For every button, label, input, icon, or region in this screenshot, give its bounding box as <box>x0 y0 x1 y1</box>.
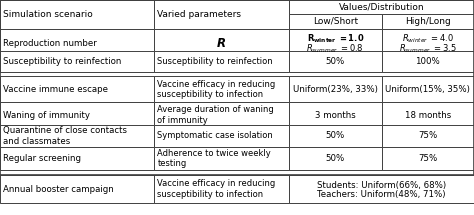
Bar <box>154 51 289 72</box>
Text: Students: Uniform(66%, 68%): Students: Uniform(66%, 68%) <box>317 181 446 189</box>
Text: 75%: 75% <box>418 132 438 140</box>
Bar <box>289 14 382 29</box>
Bar <box>154 125 289 147</box>
Bar <box>289 29 382 58</box>
Bar <box>289 0 474 14</box>
Bar <box>289 51 382 72</box>
Bar <box>289 175 474 203</box>
Bar <box>0 76 154 102</box>
Text: Symptomatic case isolation: Symptomatic case isolation <box>157 132 273 140</box>
Bar <box>0 175 154 203</box>
Text: $R_{summer}$ $= 3.5$: $R_{summer}$ $= 3.5$ <box>399 43 456 55</box>
Bar <box>0 147 154 170</box>
Text: Adherence to twice weekly
testing: Adherence to twice weekly testing <box>157 149 271 168</box>
Text: 50%: 50% <box>326 154 345 163</box>
Text: Teachers: Uniform(48%, 71%): Teachers: Uniform(48%, 71%) <box>317 190 446 199</box>
Bar <box>154 76 289 102</box>
Text: Vaccine efficacy in reducing
susceptibility to infection: Vaccine efficacy in reducing susceptibil… <box>157 180 275 199</box>
Text: High/Long: High/Long <box>405 17 451 26</box>
Text: Waning of immunity: Waning of immunity <box>3 111 91 120</box>
Bar <box>289 76 382 102</box>
Bar <box>382 14 474 29</box>
Text: $\mathbf{R_{winter}}$ $\mathbf{= 1.0}$: $\mathbf{R_{winter}}$ $\mathbf{= 1.0}$ <box>307 32 364 45</box>
Bar <box>382 102 474 128</box>
Text: Average duration of waning
of immunity: Average duration of waning of immunity <box>157 105 274 125</box>
Text: 3 months: 3 months <box>315 111 356 120</box>
Text: Values/Distribution: Values/Distribution <box>339 2 424 11</box>
Bar <box>382 125 474 147</box>
Bar <box>154 29 289 58</box>
Text: Simulation scenario: Simulation scenario <box>3 10 93 19</box>
Bar <box>154 0 289 29</box>
Text: Vaccine immune escape: Vaccine immune escape <box>3 85 109 94</box>
Text: Uniform(15%, 35%): Uniform(15%, 35%) <box>385 85 470 94</box>
Bar <box>0 0 154 29</box>
Bar <box>382 51 474 72</box>
Text: Varied parameters: Varied parameters <box>157 10 241 19</box>
Text: Vaccine efficacy in reducing
susceptibility to infection: Vaccine efficacy in reducing susceptibil… <box>157 80 275 99</box>
Text: 50%: 50% <box>326 57 345 66</box>
Bar <box>0 29 154 58</box>
Text: Low/Short: Low/Short <box>313 17 358 26</box>
Bar <box>382 29 474 58</box>
Text: $R_{summer}$ $= 0.8$: $R_{summer}$ $= 0.8$ <box>307 43 364 55</box>
Bar <box>0 125 154 147</box>
Bar <box>289 147 382 170</box>
Text: Regular screening: Regular screening <box>3 154 82 163</box>
Text: Annual booster campaign: Annual booster campaign <box>3 185 114 194</box>
Text: 50%: 50% <box>326 132 345 140</box>
Bar <box>382 76 474 102</box>
Text: Susceptibility to reinfection: Susceptibility to reinfection <box>157 57 273 66</box>
Text: 75%: 75% <box>418 154 438 163</box>
Text: $R_{winter}$ $= 4.0$: $R_{winter}$ $= 4.0$ <box>402 32 454 45</box>
Text: Quarantine of close contacts
and classmates: Quarantine of close contacts and classma… <box>3 126 128 146</box>
Text: Reproduction number: Reproduction number <box>3 39 97 48</box>
Bar <box>382 147 474 170</box>
Bar <box>0 102 154 128</box>
Text: 18 months: 18 months <box>405 111 451 120</box>
Bar <box>0 51 154 72</box>
Text: Uniform(23%, 33%): Uniform(23%, 33%) <box>293 85 378 94</box>
Bar <box>289 125 382 147</box>
Bar <box>154 175 289 203</box>
Bar <box>289 102 382 128</box>
Text: Susceptibility to reinfection: Susceptibility to reinfection <box>3 57 122 66</box>
Bar <box>154 102 289 128</box>
Bar <box>154 147 289 170</box>
Text: R: R <box>217 37 226 50</box>
Text: 100%: 100% <box>415 57 440 66</box>
